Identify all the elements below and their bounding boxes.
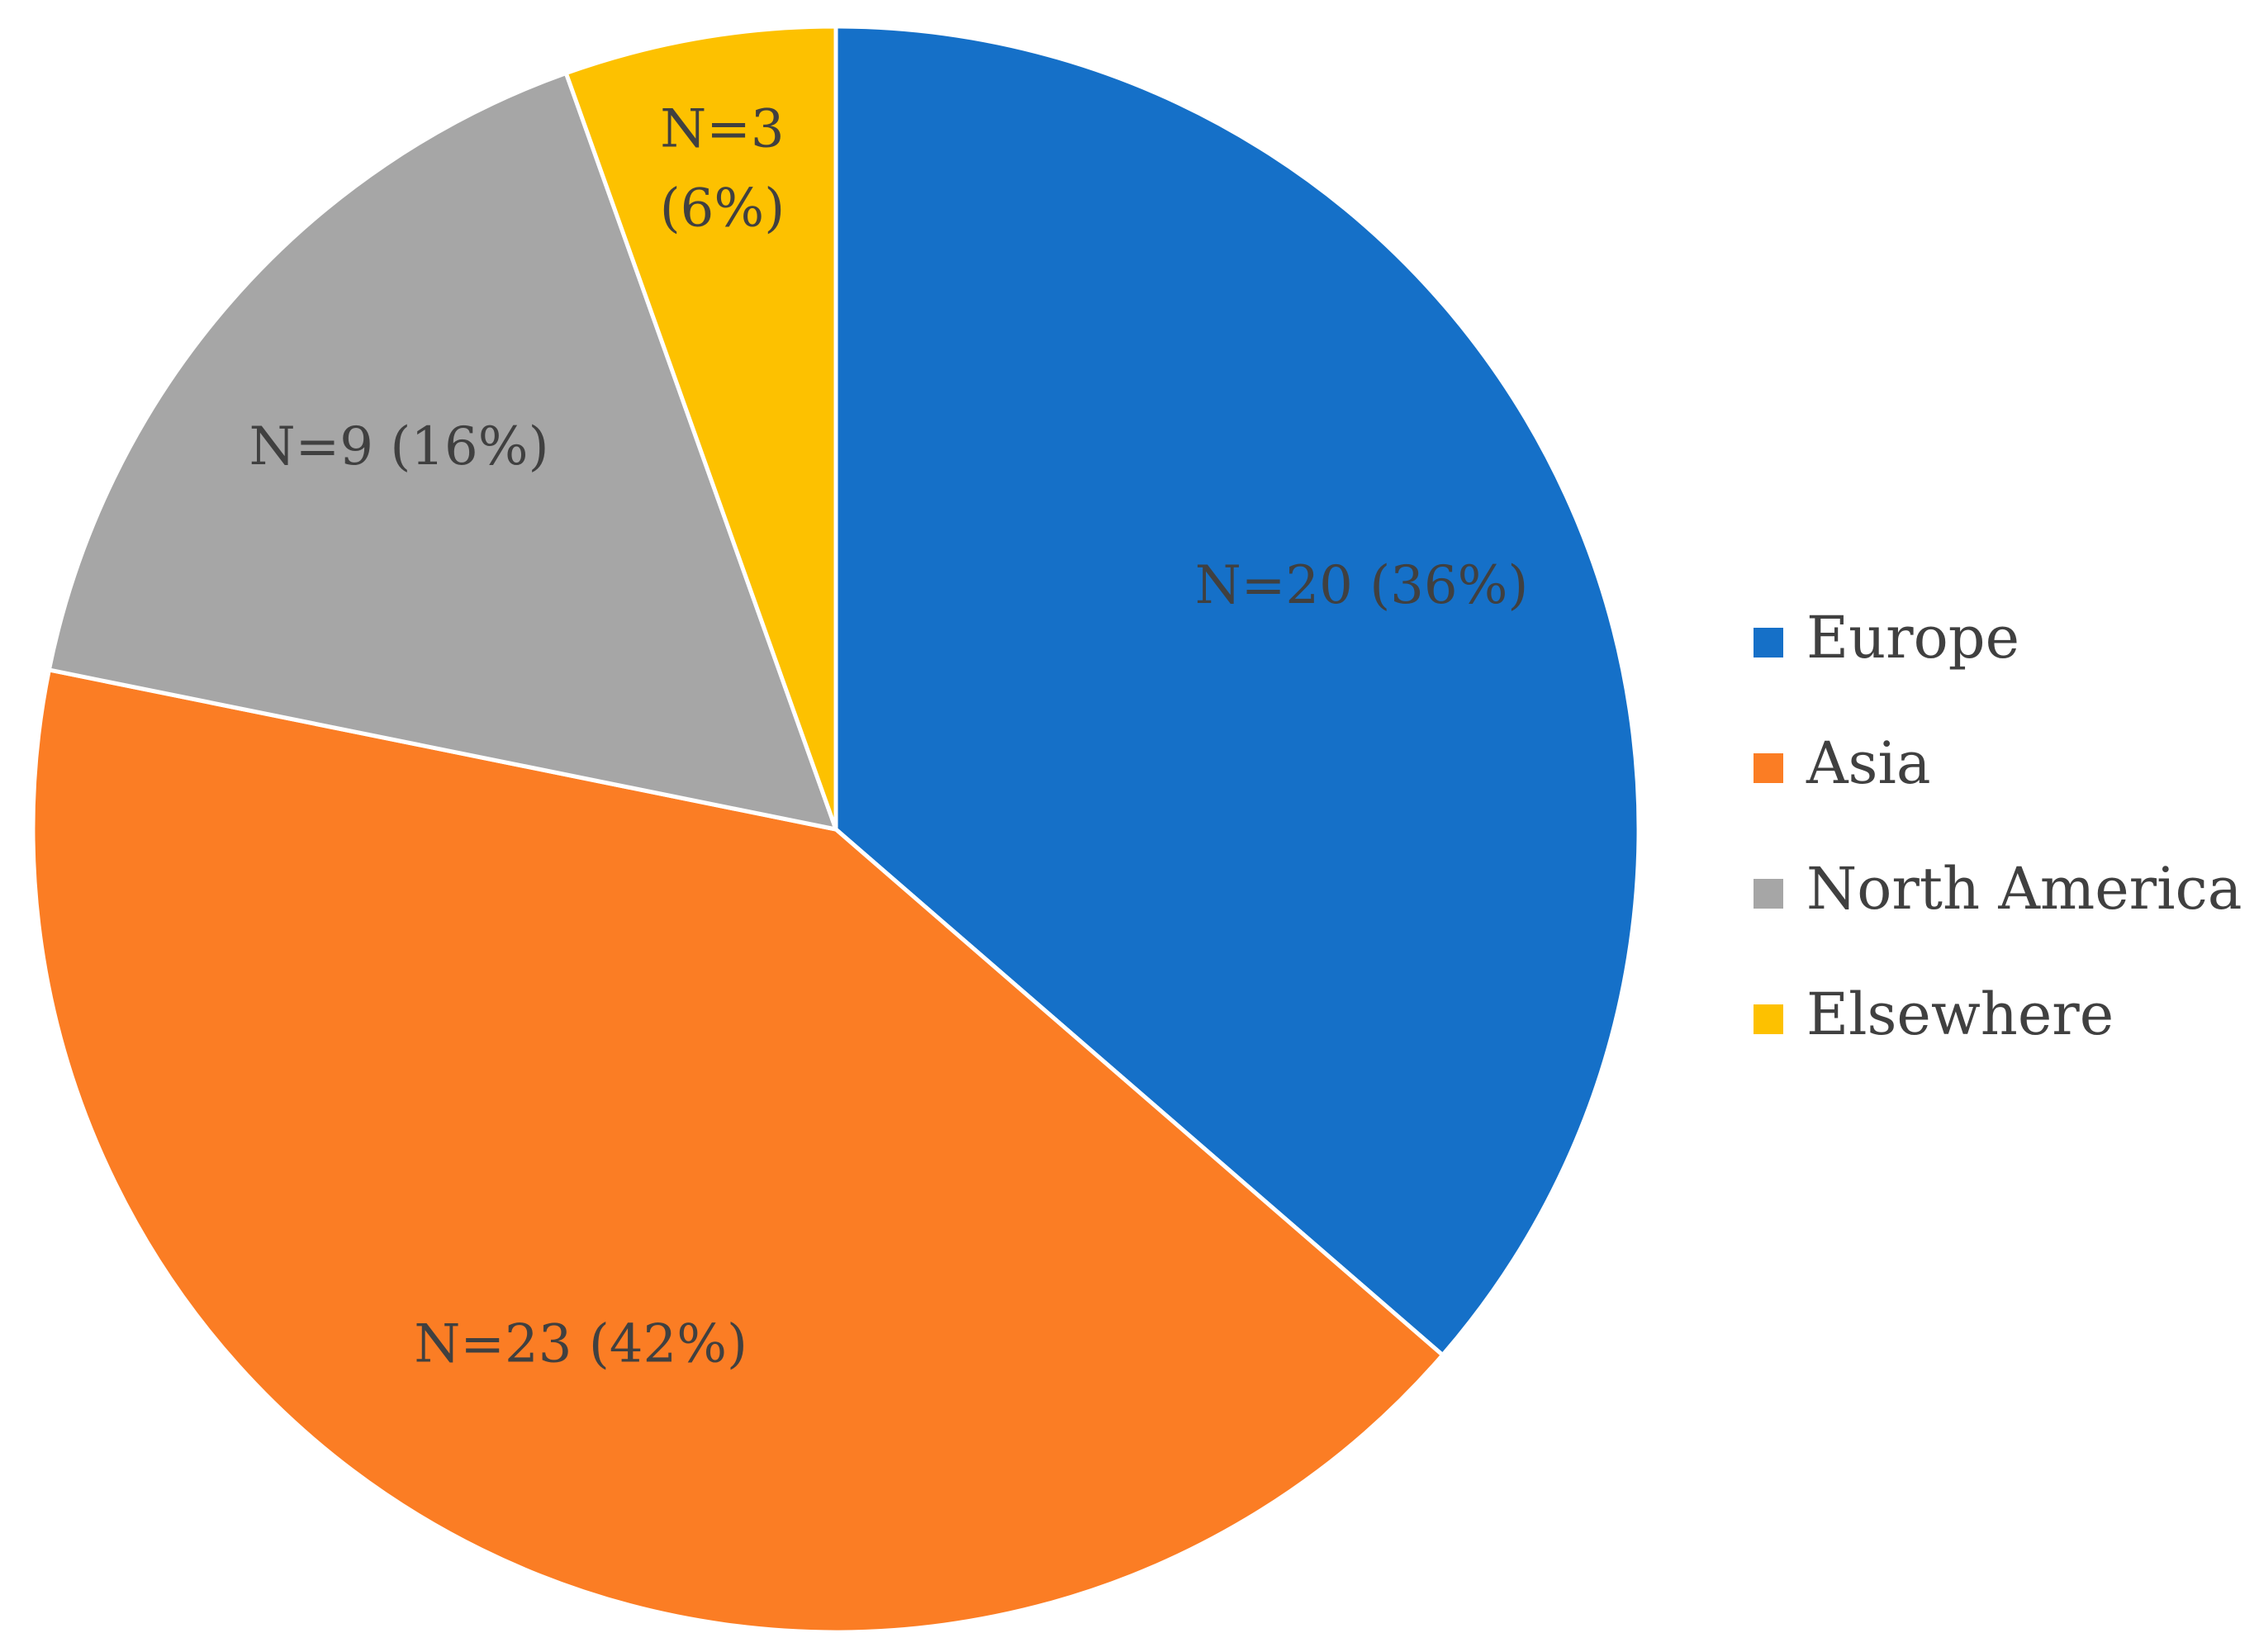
legend-label: Europe <box>1806 604 2019 672</box>
slice-label-line: N=23 (42%) <box>414 1314 747 1375</box>
pie-slice-elsewhere <box>563 24 838 832</box>
legend-label: Elsewhere <box>1806 980 2114 1048</box>
slice-label-line: N=20 (36%) <box>1195 555 1529 616</box>
slice-label-line: N=3 <box>660 99 784 160</box>
pie-slices <box>31 24 1641 1635</box>
legend-item-north-america: North America <box>1754 855 2242 923</box>
legend-item-elsewhere: Elsewhere <box>1754 980 2114 1048</box>
legend-item-europe: Europe <box>1754 604 2019 672</box>
pie-slice-asia <box>31 667 1445 1635</box>
slice-label-line: N=9 (16%) <box>249 416 549 477</box>
pie-slice-north-america <box>46 71 838 832</box>
slice-label-europe: N=20 (36%) <box>1195 555 1529 616</box>
slice-label-line: (6%) <box>660 178 785 240</box>
legend-label: Asia <box>1806 729 1931 797</box>
legend-label: North America <box>1806 855 2242 923</box>
legend: Europe Asia North America Elsewhere <box>1754 604 2242 1048</box>
legend-swatch <box>1754 628 1783 657</box>
slice-label-elsewhere: N=3 (6%) <box>660 99 785 240</box>
legend-swatch <box>1754 1004 1783 1034</box>
legend-swatch <box>1754 879 1783 909</box>
pie-slice-europe <box>833 24 1641 1358</box>
legend-item-asia: Asia <box>1754 729 1931 797</box>
legend-swatch <box>1754 753 1783 783</box>
slice-label-north-america: N=9 (16%) <box>249 416 549 477</box>
pie-slice-labels: N=20 (36%) N=23 (42%) N=9 (16%) N=3 (6%) <box>249 99 1529 1375</box>
slice-label-asia: N=23 (42%) <box>414 1314 747 1375</box>
